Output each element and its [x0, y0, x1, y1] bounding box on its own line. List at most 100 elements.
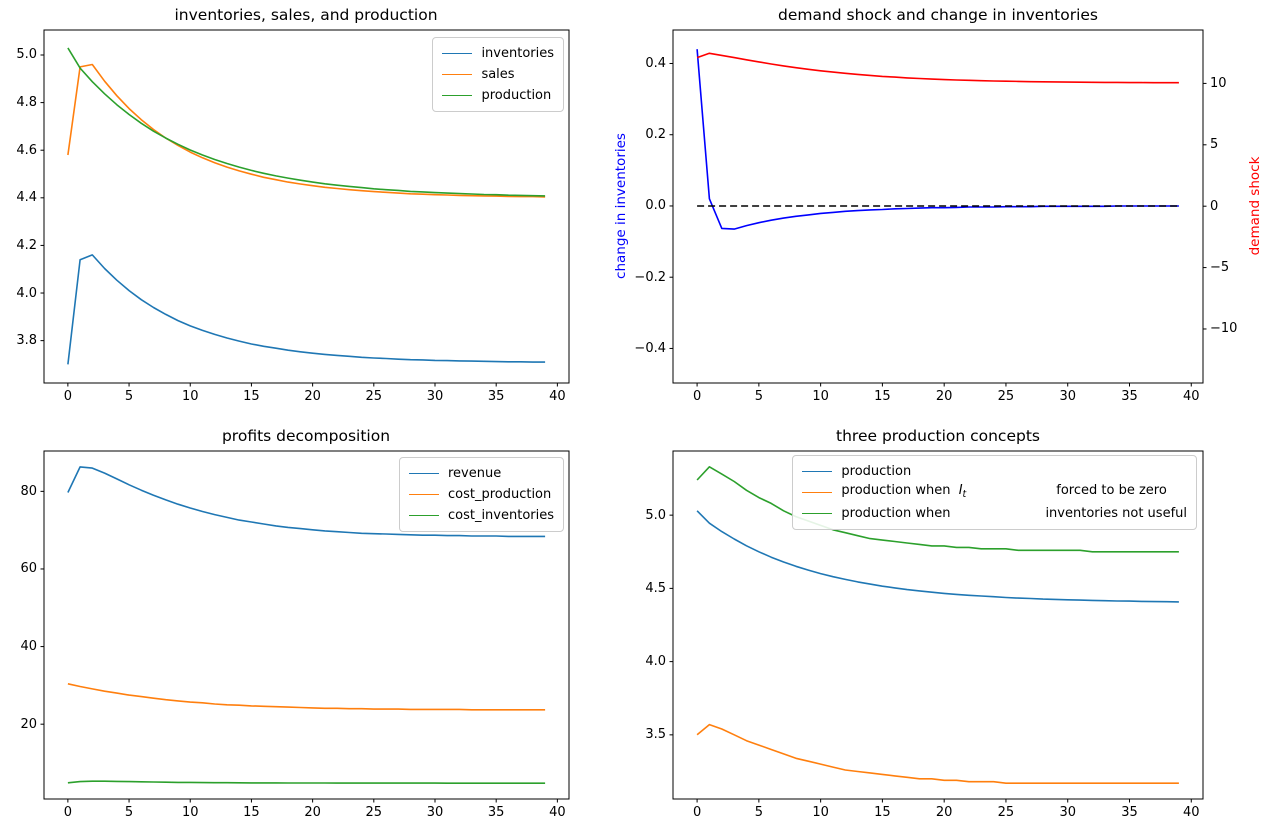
axes-frame-three-production-concepts: [672, 450, 1204, 800]
series-line-production-when-inventories-not-useful: [696, 465, 1179, 553]
y-tick-label: 0.0: [645, 198, 666, 214]
series-line-change-in-inventories: [696, 49, 1179, 230]
legend-line-sample: [442, 74, 473, 75]
x-tick-label: 5: [124, 805, 134, 820]
y-tick-label-right: 10: [1210, 75, 1227, 91]
legend-item: sales: [442, 64, 554, 85]
legend-item: production when It forced to be zero: [802, 482, 1187, 503]
legend-line-sample: [802, 471, 833, 472]
legend-item: inventories: [442, 43, 554, 64]
legend-label: cost_production: [447, 487, 552, 502]
legend-item: production: [442, 85, 554, 106]
legend-profits-decomposition: revenue cost_production cost_inventories: [398, 457, 564, 532]
y-tick-label: 5.0: [645, 507, 666, 523]
y-tick-label-right: −10: [1210, 321, 1238, 337]
x-tick-label: 0: [63, 805, 72, 820]
legend-line-sample: [442, 53, 473, 54]
legend-item: production: [802, 461, 1187, 482]
title-profits-decomposition: profits decomposition: [221, 427, 391, 445]
series-line-demand-shock: [696, 52, 1179, 84]
x-tick-label: 30: [426, 389, 444, 404]
legend-line-sample: [802, 492, 833, 493]
title-inventories-sales-production: inventories, sales, and production: [174, 6, 438, 24]
x-tick-label: 25: [997, 389, 1015, 404]
math-subscript-t: t: [962, 489, 967, 500]
math-italic-I: I: [958, 483, 963, 498]
x-tick-label: 35: [487, 389, 505, 404]
y-tick-label: 60: [20, 561, 37, 577]
x-tick-label: 0: [63, 389, 72, 404]
series-line-cost-production: [67, 683, 546, 711]
x-tick-label: 10: [181, 389, 199, 404]
legend-label: cost_inventories: [447, 508, 554, 523]
legend-label: inventories: [481, 46, 554, 61]
x-tick-label: 0: [692, 805, 702, 820]
legend-line-sample: [408, 494, 439, 495]
x-tick-label: 5: [754, 805, 763, 820]
y-tick-label: 4.2: [16, 237, 37, 253]
x-tick-label: 30: [1059, 389, 1076, 404]
x-tick-label: 30: [1059, 805, 1076, 820]
y-tick-label: 20: [20, 716, 37, 732]
x-tick-label: 40: [549, 389, 566, 404]
title-three-production-concepts: three production concepts: [836, 427, 1040, 445]
legend-label: production when It forced to be zero: [841, 483, 1167, 500]
x-tick-label: 15: [874, 389, 891, 404]
y-tick-label: 4.0: [645, 654, 666, 670]
x-tick-label: 20: [935, 805, 953, 820]
series-line-revenue: [67, 466, 546, 538]
y-tick-label: 4.6: [16, 142, 37, 158]
y-tick-label-right: 0: [1210, 198, 1219, 214]
x-tick-label: 30: [426, 805, 444, 820]
y-tick-label: −0.2: [634, 269, 666, 285]
axes-frame-inventories-sales-production: [43, 29, 570, 384]
x-tick-label: 40: [1182, 389, 1200, 404]
x-tick-label: 15: [874, 805, 891, 820]
axes-frame-profits-decomposition: [43, 450, 570, 800]
legend-label: production when inventories not useful: [841, 506, 1187, 521]
legend-label-gap: [950, 516, 1045, 517]
x-tick-label: 5: [754, 389, 763, 404]
x-tick-label: 15: [243, 389, 260, 404]
x-tick-label: 35: [1121, 389, 1138, 404]
x-tick-label: 40: [549, 805, 566, 820]
x-tick-label: 10: [812, 389, 829, 404]
y-tick-label: 5.0: [16, 47, 37, 63]
legend-item: revenue: [408, 463, 554, 484]
x-tick-label: 0: [692, 389, 702, 404]
y-tick-label: −0.4: [634, 340, 666, 356]
y-tick-label-right: −5: [1210, 260, 1230, 276]
series-line-production: [696, 510, 1179, 603]
legend-item: production when inventories not useful: [802, 503, 1187, 524]
series-line-sales: [67, 63, 546, 198]
y-tick-label: 80: [20, 483, 37, 499]
legend-line-sample: [408, 473, 439, 474]
legend-line-sample: [408, 515, 439, 516]
series-line-inventories: [67, 254, 546, 365]
legend-label: sales: [481, 67, 515, 82]
x-tick-label: 10: [181, 805, 199, 820]
x-tick-label: 25: [365, 389, 383, 404]
y-tick-label: 40: [20, 639, 37, 655]
y-tick-label: 4.0: [16, 285, 37, 301]
x-tick-label: 40: [1182, 805, 1200, 820]
y-tick-label: 4.4: [16, 190, 37, 206]
title-demand-shock-change-in-inventories: demand shock and change in inventories: [778, 6, 1098, 24]
y-tick-label: 3.5: [645, 727, 666, 743]
x-tick-label: 20: [935, 389, 953, 404]
series-line-production: [67, 47, 546, 197]
y-tick-label: 4.5: [645, 580, 666, 596]
y-axis-label-demand-shock: demand shock: [1247, 156, 1263, 256]
x-tick-label: 25: [365, 805, 383, 820]
legend-label: production: [841, 464, 912, 479]
x-tick-label: 35: [1121, 805, 1138, 820]
x-tick-label: 20: [304, 805, 321, 820]
x-tick-label: 10: [812, 805, 829, 820]
x-tick-label: 35: [487, 805, 505, 820]
x-tick-label: 15: [243, 805, 260, 820]
legend-three-production-concepts: production production when It forced to be…: [792, 455, 1197, 530]
x-tick-label: 25: [997, 805, 1015, 820]
legend-label: production: [481, 88, 552, 103]
legend-line-sample: [802, 513, 833, 514]
